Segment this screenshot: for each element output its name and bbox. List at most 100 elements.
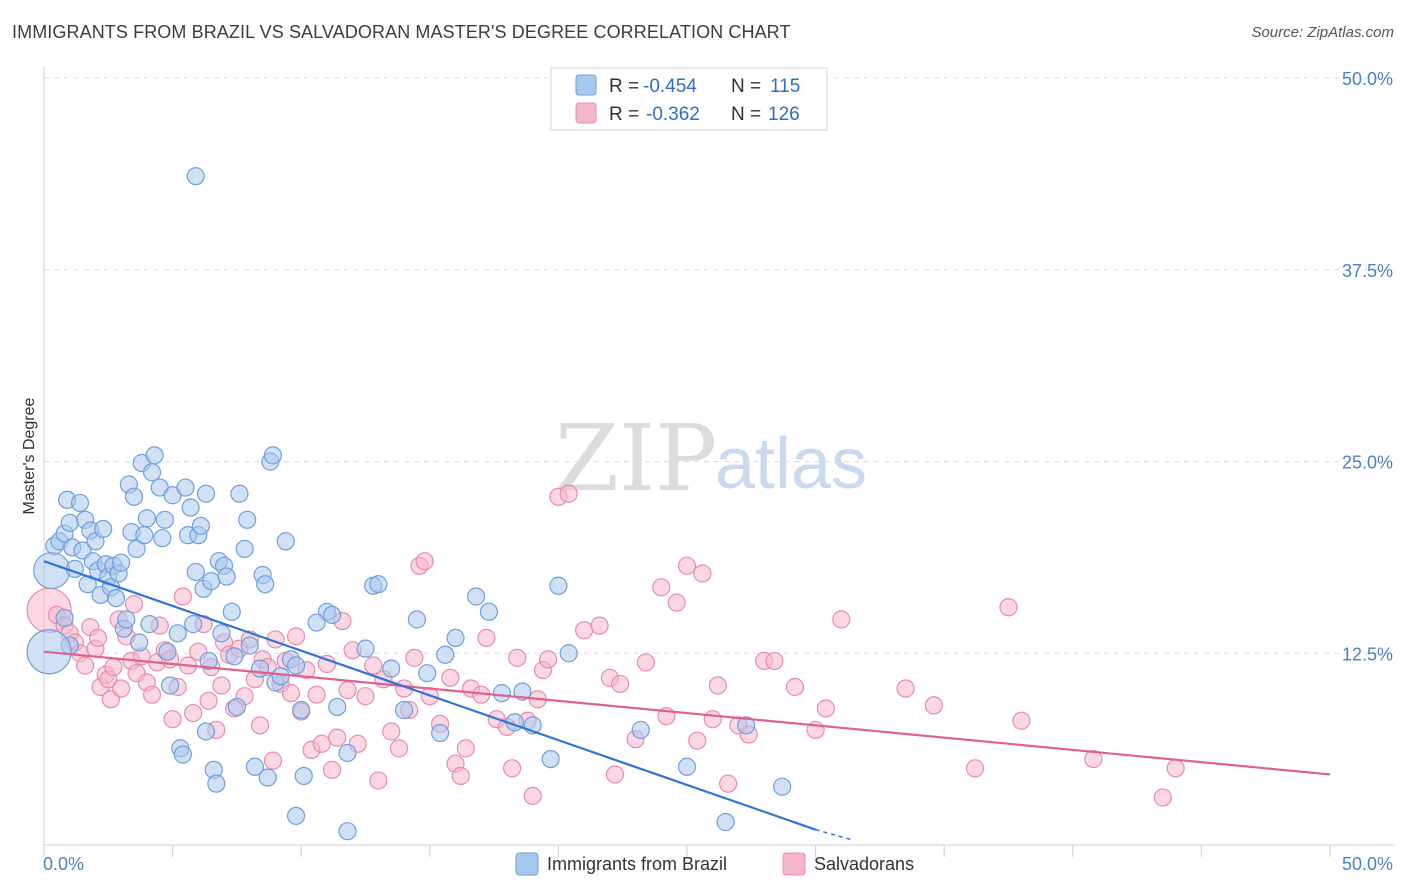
brazil-point — [356, 639, 375, 658]
brazil-point — [549, 576, 568, 595]
brazil-point — [140, 615, 159, 634]
brazil-point — [186, 562, 205, 582]
brazil-point — [117, 610, 136, 629]
salvadorans-point — [896, 679, 915, 698]
salvadorans-trend-line — [43, 650, 1331, 776]
brazil-point — [418, 664, 437, 683]
brazil-point — [160, 676, 180, 695]
salvadorans-point — [503, 759, 522, 778]
brazil-point — [369, 575, 388, 594]
salvadorans-point — [338, 680, 357, 700]
legend-r-value-brazil: -0.454 — [643, 76, 697, 97]
brazil-point — [263, 446, 283, 465]
salvadorans-point — [382, 722, 401, 741]
brazil-trend-extension — [815, 828, 855, 842]
y-tick-label: 12.5% — [1342, 644, 1393, 664]
brazil-point — [222, 602, 241, 621]
salvadorans-point — [441, 668, 460, 687]
brazil-point — [155, 510, 174, 529]
brazil-point — [145, 446, 164, 465]
salvadorans-point — [1012, 711, 1031, 730]
brazil-point — [55, 608, 74, 628]
x-tick-labels: 0.0% 50.0% — [43, 854, 1393, 874]
salvadorans-point — [173, 587, 192, 606]
salvadorans-point — [677, 556, 697, 575]
y-axis-label: Master's Degree — [21, 397, 38, 514]
brazil-point — [106, 588, 126, 608]
brazil-point — [196, 484, 216, 503]
salvadorans-point — [924, 696, 944, 715]
brazil-point — [130, 633, 149, 652]
salvadorans-point — [1153, 788, 1172, 807]
bottom-legend-swatch-salvadorans — [782, 852, 806, 876]
brazil-point — [168, 624, 187, 643]
watermark-zip: ZIP — [555, 405, 717, 512]
brazil-point — [492, 684, 511, 703]
brazil-point — [158, 642, 177, 661]
brazil-point — [677, 757, 697, 776]
brazil-point — [245, 757, 265, 776]
y-tick-labels: 50.0% 37.5% 25.0% 12.5% — [1342, 69, 1393, 664]
brazil-point — [225, 647, 244, 666]
salvadorans-point — [1166, 759, 1185, 778]
salvadorans-point — [328, 728, 347, 747]
salvadorans-point — [263, 751, 283, 770]
salvadorans-point — [1084, 749, 1103, 769]
salvadorans-point — [451, 766, 470, 786]
salvadorans-point — [667, 593, 686, 612]
brazil-point — [202, 572, 221, 591]
salvadorans-point — [312, 734, 331, 753]
legend-box — [550, 67, 828, 131]
brazil-point — [112, 553, 131, 572]
salvadorans-point — [76, 656, 95, 675]
brazil-point — [276, 532, 295, 551]
salvadorans-point — [356, 687, 375, 706]
legend-n-value-brazil: 115 — [770, 76, 800, 97]
series-legend: Immigrants from Brazil Salvadorans — [515, 852, 914, 876]
brazil-point — [186, 167, 205, 186]
brazil-point — [479, 602, 499, 621]
salvadorans-point — [688, 731, 707, 750]
salvadorans-point — [322, 760, 342, 779]
salvadorans-point — [693, 564, 712, 583]
brazil-point — [207, 774, 226, 793]
legend-r-value-salvadorans: -0.362 — [646, 104, 700, 125]
brazil-point — [294, 766, 313, 786]
salvadorans-point — [611, 674, 630, 694]
salvadorans-point — [477, 628, 496, 648]
salvadorans-point — [785, 677, 805, 697]
chart-source: Source: ZipAtlas.com — [1251, 24, 1394, 41]
salvadorans-point — [163, 710, 182, 729]
brazil-point — [292, 700, 311, 720]
brazil-point — [153, 529, 172, 548]
brazil-point — [184, 615, 203, 634]
salvadorans-point — [212, 676, 231, 695]
salvadorans-point — [965, 759, 985, 778]
brazil-point — [328, 697, 347, 717]
brazil-point — [716, 812, 735, 832]
brazil-point — [70, 493, 90, 513]
brazil-point — [773, 777, 792, 796]
axes — [43, 66, 1395, 857]
brazil-point — [286, 806, 306, 825]
brazil-point — [559, 644, 578, 663]
brazil-point — [212, 624, 231, 643]
salvadorans-point — [456, 739, 475, 758]
brazil-point — [124, 487, 144, 506]
brazil-point — [466, 587, 486, 606]
brazil-point — [338, 743, 357, 763]
salvadorans-point — [307, 685, 326, 704]
brazil-point — [322, 605, 342, 625]
brazil-trend-line — [43, 560, 816, 831]
salvadorans-point — [112, 679, 131, 698]
legend-r-label-salvadorans: R = — [609, 104, 639, 125]
brazil-point — [135, 526, 154, 545]
brazil-point — [407, 610, 427, 629]
brazil-point — [227, 697, 246, 717]
brazil-point — [271, 667, 290, 686]
brazil-point — [33, 551, 71, 590]
trend-lines — [43, 560, 1331, 842]
brazil-point — [513, 682, 532, 701]
salvadorans-point — [286, 627, 306, 646]
